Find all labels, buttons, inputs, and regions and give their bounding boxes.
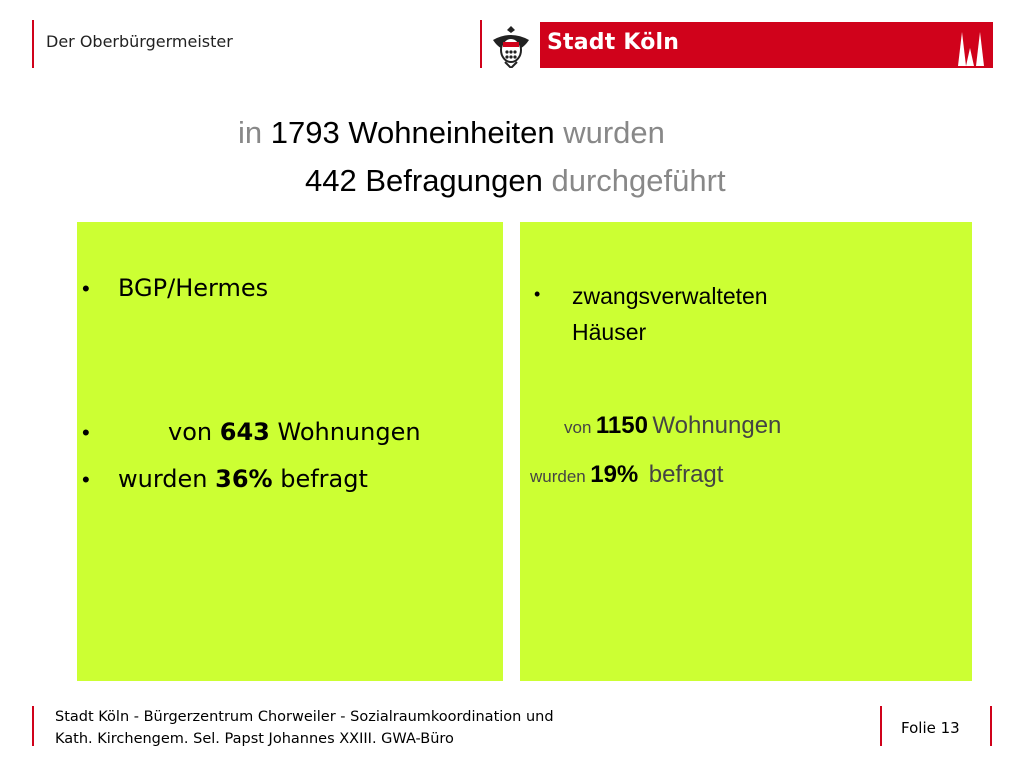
title-line-2: 442 Befragungen durchgeführt bbox=[305, 163, 726, 199]
right-line-1-bold: 1150 bbox=[595, 412, 648, 439]
logo-left-bar bbox=[480, 20, 482, 68]
right-heading-line-2: Häuser bbox=[572, 319, 647, 345]
slide-number: Folie 13 bbox=[901, 719, 960, 737]
left-bullet-1: • bbox=[82, 276, 90, 301]
left-item-2-bold: 643 bbox=[219, 418, 270, 446]
left-item-2: von 643 Wohnungen bbox=[168, 418, 421, 446]
logo-red-band bbox=[540, 22, 993, 68]
left-item-3: wurden 36% befragt bbox=[118, 465, 368, 493]
left-bullet-3: • bbox=[82, 467, 90, 492]
left-bullet-2: • bbox=[82, 420, 90, 445]
right-line-1-pre: von bbox=[564, 418, 592, 437]
right-line-1-post: Wohnungen bbox=[652, 412, 782, 439]
eagle-crest-icon bbox=[493, 26, 529, 68]
right-bullet: • bbox=[534, 284, 541, 304]
left-item-3-post: befragt bbox=[280, 465, 368, 493]
title-line-2-bold: 442 Befragungen bbox=[305, 163, 543, 198]
title-line-1: in 1793 Wohneinheiten wurden bbox=[238, 115, 665, 151]
footer-line-2: Kath. Kirchengem. Sel. Papst Johannes XX… bbox=[55, 731, 454, 747]
footer-line-1: Stadt Köln - Bürgerzentrum Chorweiler - … bbox=[55, 709, 554, 725]
left-item-1: BGP/Hermes bbox=[118, 274, 269, 302]
left-item-2-pre: von bbox=[168, 418, 213, 446]
logo-text: Stadt Köln bbox=[547, 30, 680, 55]
header-title: Der Oberbürgermeister bbox=[46, 32, 233, 51]
right-heading-line-1: zwangsverwalteten bbox=[572, 283, 768, 309]
right-line-1: von 1150 Wohnungen bbox=[564, 412, 781, 440]
left-item-2-post: Wohnungen bbox=[277, 418, 421, 446]
right-line-2-post: befragt bbox=[648, 461, 724, 488]
left-item-3-pre: wurden bbox=[118, 465, 208, 493]
right-line-2-pre: wurden bbox=[530, 467, 586, 486]
footer-mid-bar bbox=[880, 706, 882, 746]
title-line-1-post: wurden bbox=[563, 115, 665, 150]
header-left-bar bbox=[32, 20, 34, 68]
right-line-2-bold: 19% bbox=[590, 461, 639, 488]
right-panel bbox=[520, 222, 972, 681]
title-line-1-pre: in bbox=[238, 115, 263, 150]
left-item-3-bold: 36% bbox=[215, 465, 273, 493]
stadt-koeln-logo: Stadt Köln bbox=[485, 22, 993, 68]
footer-credits: Stadt Köln - Bürgerzentrum Chorweiler - … bbox=[55, 706, 554, 750]
footer-right-bar bbox=[990, 706, 992, 746]
title-line-2-post: durchgeführt bbox=[551, 163, 726, 198]
cathedral-icon bbox=[958, 32, 984, 66]
title-line-1-bold: 1793 Wohneinheiten bbox=[270, 115, 555, 150]
left-panel bbox=[77, 222, 503, 681]
right-line-2: wurden 19% befragt bbox=[530, 461, 723, 489]
footer-left-bar bbox=[32, 706, 34, 746]
